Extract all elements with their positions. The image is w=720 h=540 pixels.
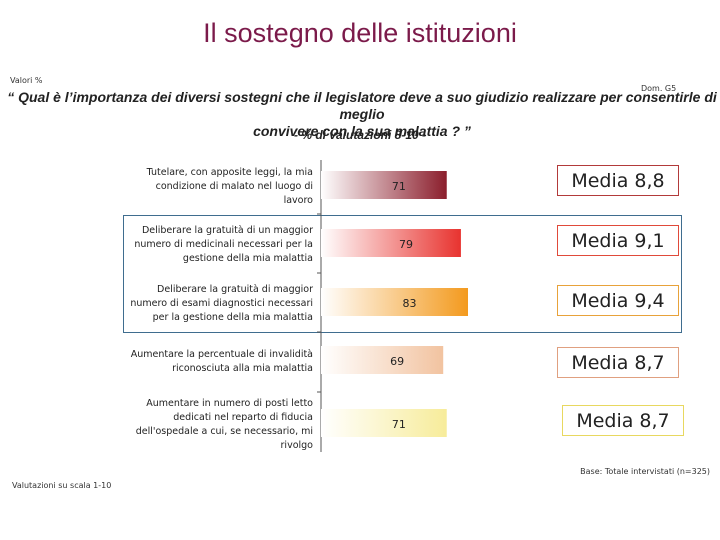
category-label-2: gestione della mia malattia bbox=[183, 253, 313, 264]
category-label-5: Aumentare in numero di posti letto bbox=[146, 398, 313, 409]
media-box-2: Media 9,1 bbox=[557, 225, 679, 256]
category-label-3: per la gestione della mia malattia bbox=[153, 312, 313, 323]
survey-question: “ Qual è l’importanza dei diversi sosteg… bbox=[6, 89, 718, 140]
category-label-3: numero di esami diagnostici necessari bbox=[130, 298, 313, 309]
bar-2 bbox=[321, 229, 461, 257]
media-box-3: Media 9,4 bbox=[557, 285, 679, 316]
bar-3 bbox=[321, 288, 468, 316]
value-label-2: 79 bbox=[399, 238, 413, 251]
question-reference: Dom. G5 bbox=[641, 84, 677, 93]
value-label-5: 71 bbox=[392, 418, 406, 431]
bar-5 bbox=[321, 409, 447, 437]
category-label-2: numero di medicinali necessari per la bbox=[134, 239, 313, 250]
value-label-3: 83 bbox=[403, 297, 417, 310]
page-title: Il sostegno delle istituzioni bbox=[203, 18, 517, 48]
category-label-4: riconosciuta alla mia malattia bbox=[172, 363, 313, 374]
category-label-1: lavoro bbox=[284, 195, 314, 206]
category-label-5: dell'ospedale a cui, se necessario, mi bbox=[136, 426, 313, 437]
category-label-2: Deliberare la gratuità di un maggior bbox=[142, 225, 313, 236]
category-label-5: rivolgo bbox=[281, 440, 314, 451]
value-label-4: 69 bbox=[390, 355, 404, 368]
category-label-1: condizione di malato nel luogo di bbox=[156, 181, 313, 192]
media-box-4: Media 8,7 bbox=[557, 347, 679, 378]
question-line-1: “ Qual è l’importanza dei diversi sosteg… bbox=[7, 89, 717, 122]
chart-subtitle: - % di valutazioni 8-10 - bbox=[293, 128, 427, 142]
category-label-5: dedicati nel reparto di fiducia bbox=[173, 412, 313, 423]
category-label-3: Deliberare la gratuità di maggior bbox=[157, 284, 313, 295]
highlight-frame bbox=[123, 215, 682, 333]
media-box-1: Media 8,8 bbox=[557, 165, 679, 196]
question-line-2: convivere con la sua malattia ? ” bbox=[253, 123, 471, 139]
category-label-4: Aumentare la percentuale di invalidità bbox=[131, 349, 313, 360]
bar-1 bbox=[321, 171, 447, 199]
base-note: Base: Totale intervistati (n=325) bbox=[580, 467, 710, 476]
value-label-1: 71 bbox=[392, 180, 406, 193]
category-label-1: Tutelare, con apposite leggi, la mia bbox=[146, 167, 313, 178]
scale-note: Valutazioni su scala 1-10 bbox=[12, 481, 112, 490]
valori-label: Valori % bbox=[10, 76, 43, 85]
media-box-5: Media 8,7 bbox=[562, 405, 684, 436]
bar-4 bbox=[321, 346, 444, 374]
